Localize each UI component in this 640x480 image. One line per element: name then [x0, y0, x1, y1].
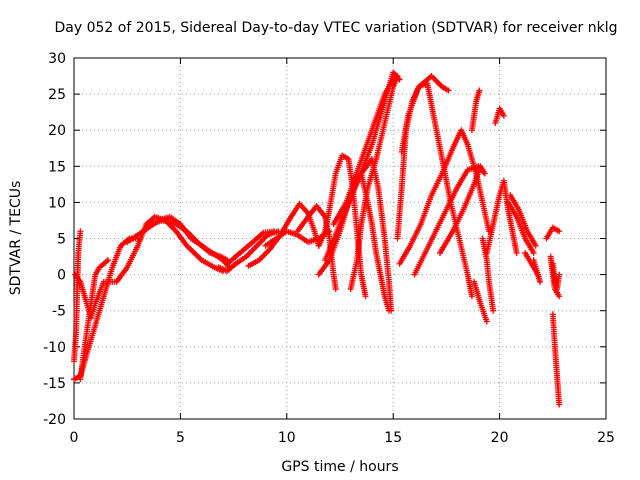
series-arc-34 [549, 260, 563, 293]
x-tick-label: 0 [70, 430, 79, 446]
y-tick-label: 20 [48, 123, 66, 139]
data-point [77, 228, 84, 235]
series-arc-04 [77, 257, 112, 383]
y-tick-label: 15 [48, 159, 66, 175]
y-tick-label: 5 [57, 232, 66, 248]
y-tick-label: -15 [43, 376, 66, 392]
y-tick-label: 0 [57, 268, 66, 284]
data-point [385, 307, 392, 314]
data-point [556, 401, 563, 408]
data-point [530, 249, 537, 256]
data-point [532, 242, 539, 249]
data-point [105, 257, 112, 264]
data-point [445, 87, 452, 94]
series-arc-32 [543, 224, 563, 242]
series-arc-27 [492, 105, 507, 126]
data-point [481, 170, 488, 177]
data-points [71, 69, 563, 408]
data-point [332, 286, 339, 293]
y-tick-label: 10 [48, 195, 66, 211]
x-tick-label: 20 [491, 430, 509, 446]
data-point [500, 112, 507, 119]
series-arc-24 [468, 87, 483, 134]
data-point [468, 293, 475, 300]
series-arc-17 [358, 170, 392, 314]
series-arc-25 [479, 235, 497, 314]
y-tick-label: 30 [48, 51, 66, 67]
series-arc-35 [549, 311, 563, 408]
x-axis-label: GPS time / hours [281, 459, 398, 475]
y-tick-label: -5 [52, 304, 66, 320]
y-tick-label: -10 [43, 340, 66, 356]
x-tick-label: 10 [278, 430, 296, 446]
series-arc-20 [396, 127, 492, 267]
series-arc-08 [224, 228, 278, 267]
grid [74, 58, 606, 419]
data-point [490, 307, 497, 314]
y-tick-label: -20 [43, 412, 66, 428]
y-tick-label: 25 [48, 87, 66, 103]
data-point [537, 278, 544, 285]
axes: 0 5 10 15 20 25 -20 -15 -10 -5 0 5 10 15 20 25 30 [43, 51, 615, 446]
y-axis-label: SDTVAR / TECUs [8, 181, 24, 296]
series-arc-22 [437, 163, 488, 256]
series-arc-31 [530, 257, 544, 285]
data-point [513, 249, 520, 256]
series-arc-13 [315, 156, 395, 314]
data-point [556, 271, 563, 278]
data-point [483, 318, 490, 325]
series-arc-02 [71, 235, 141, 383]
series-arc-23 [471, 278, 490, 325]
series-arc-15 [330, 76, 397, 228]
data-point [556, 228, 563, 235]
chart-title: Day 052 of 2015, Sidereal Day-to-day VTE… [55, 20, 618, 36]
data-point [271, 228, 278, 235]
x-tick-label: 15 [384, 430, 402, 446]
data-point [476, 87, 483, 94]
series-arc-06 [145, 217, 231, 264]
series-arc-28 [505, 199, 537, 256]
series-arc-29 [507, 192, 539, 249]
x-tick-label: 5 [176, 430, 185, 446]
series-arc-01 [71, 228, 84, 365]
data-point [394, 73, 401, 80]
data-point [362, 293, 369, 300]
series-arc-19 [398, 73, 452, 155]
x-tick-label: 25 [597, 430, 615, 446]
data-point [556, 293, 563, 300]
